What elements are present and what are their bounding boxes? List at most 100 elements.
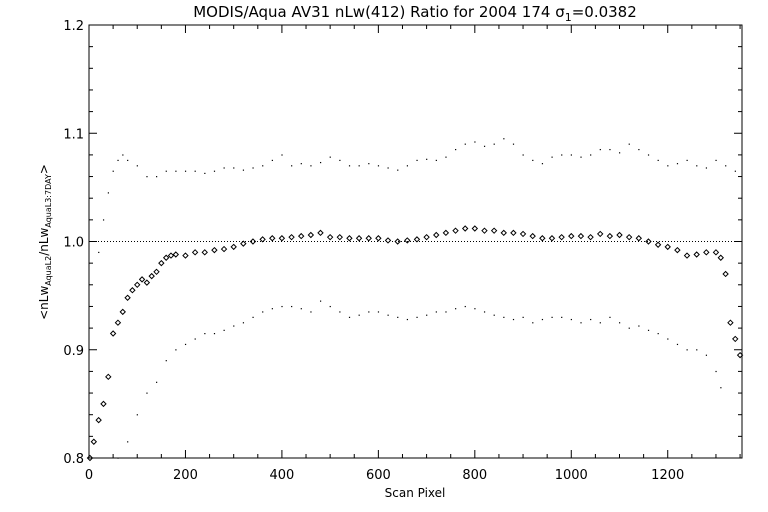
data-point — [259, 236, 266, 243]
data-point — [194, 338, 196, 340]
data-point — [124, 294, 131, 301]
data-point — [606, 232, 614, 240]
data-point — [619, 152, 621, 154]
data-point — [127, 159, 129, 162]
svg-text:<nLwAquaL2/nLwAquaL3:7DAY>: <nLwAquaL2/nLwAquaL3:7DAY> — [37, 164, 53, 320]
data-point — [532, 159, 534, 162]
data-point — [384, 237, 392, 244]
data-point — [307, 231, 315, 239]
data-point — [220, 245, 228, 253]
data-point — [512, 143, 515, 145]
data-point — [297, 232, 305, 240]
data-point — [512, 318, 515, 321]
data-point — [720, 387, 722, 389]
data-point — [319, 300, 322, 302]
data-point — [240, 240, 247, 247]
data-point — [503, 316, 505, 318]
series-diamond-markers — [86, 225, 744, 462]
chart-title-sigma: σ — [555, 3, 565, 21]
data-point — [242, 169, 245, 171]
data-point — [326, 233, 334, 241]
x-axis-label: Scan Pixel — [385, 486, 446, 500]
data-point — [146, 176, 148, 178]
data-point — [114, 319, 122, 326]
x-tick-label: 400 — [269, 468, 294, 483]
data-point — [406, 165, 409, 167]
data-point — [426, 314, 428, 316]
data-point — [213, 333, 216, 335]
data-point — [442, 229, 450, 237]
data-point — [310, 165, 312, 167]
data-point — [686, 349, 688, 351]
data-point — [233, 167, 235, 169]
data-point — [102, 219, 105, 221]
series-dots-lower — [117, 300, 722, 459]
data-point — [696, 349, 698, 351]
data-point — [705, 354, 708, 356]
data-point — [211, 246, 218, 254]
data-point — [191, 249, 199, 256]
data-point — [162, 254, 170, 261]
data-point — [281, 305, 283, 308]
data-point — [156, 176, 158, 178]
x-tick-label: 600 — [366, 468, 391, 483]
data-point — [541, 163, 544, 165]
data-point — [474, 308, 476, 310]
data-point — [510, 229, 517, 237]
chart-title-text: MODIS/Aqua AV31 nLw(412) Ratio for 2004 … — [193, 3, 637, 24]
data-point — [397, 316, 399, 318]
data-point — [590, 318, 592, 321]
data-point — [715, 370, 717, 373]
data-point — [717, 254, 724, 261]
data-point — [481, 227, 488, 234]
axis-tick-labels: 0 200 400 600 800 1000 1200 0.8 0.9 1.0 1.1 1.2 — [63, 19, 684, 483]
data-point — [339, 159, 341, 162]
data-point — [278, 235, 286, 242]
data-point — [213, 170, 216, 172]
data-point — [184, 170, 187, 172]
data-point — [204, 333, 206, 335]
data-point — [375, 235, 382, 242]
data-point — [628, 143, 630, 145]
data-point — [722, 270, 729, 278]
data-point — [657, 333, 659, 335]
data-point — [693, 251, 700, 258]
chart-title: MODIS/Aqua AV31 nLw(412) Ratio for 2004 … — [193, 3, 637, 24]
data-point — [522, 154, 524, 156]
data-point — [647, 329, 650, 331]
data-point — [580, 156, 582, 158]
data-point — [570, 154, 572, 156]
data-point — [153, 268, 160, 276]
data-point — [329, 305, 331, 308]
data-point — [310, 311, 312, 313]
data-point — [319, 161, 322, 164]
x-tick-label: 1200 — [651, 468, 684, 483]
data-point — [435, 311, 437, 313]
data-point — [541, 318, 544, 321]
data-point — [416, 159, 418, 162]
data-point — [348, 165, 351, 167]
data-point — [252, 167, 254, 169]
data-point — [732, 335, 739, 343]
data-point — [580, 322, 582, 324]
data-point — [558, 233, 565, 241]
data-point — [471, 225, 479, 232]
data-point — [300, 163, 302, 165]
y-axis-label-sub1: AquaL2 — [44, 256, 53, 286]
data-point — [597, 230, 604, 238]
data-point — [609, 148, 611, 151]
data-point — [490, 227, 498, 234]
data-point — [539, 235, 546, 242]
data-point — [223, 329, 225, 331]
data-point — [674, 246, 681, 254]
chart-title-main: MODIS/Aqua AV31 nLw(412) Ratio for 2004 … — [193, 3, 555, 21]
data-point — [134, 281, 141, 289]
data-point — [503, 138, 505, 140]
data-point — [271, 308, 273, 310]
data-point — [522, 316, 524, 318]
data-point — [365, 235, 372, 242]
data-point — [500, 229, 507, 237]
data-point — [368, 163, 370, 165]
data-point — [397, 169, 399, 171]
data-point — [532, 322, 534, 324]
